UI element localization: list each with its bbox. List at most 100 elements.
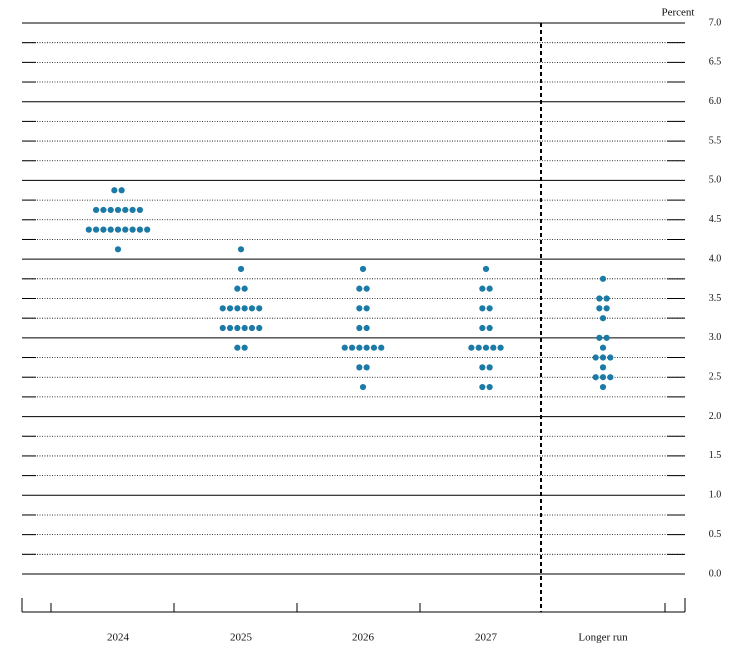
dot (234, 344, 241, 351)
x-tick-label: 2025 (230, 632, 253, 644)
y-tick-label: 3.0 (709, 332, 722, 343)
dot (241, 285, 248, 292)
dot (226, 305, 234, 312)
dot (363, 285, 370, 292)
dot (599, 315, 607, 322)
dot (122, 206, 129, 214)
dot (599, 364, 607, 371)
dot (356, 364, 363, 371)
dot (486, 324, 493, 332)
dot (234, 305, 241, 312)
dot (479, 364, 486, 371)
dot (248, 324, 256, 332)
dot (599, 383, 607, 391)
dot (93, 226, 100, 233)
dot (596, 305, 603, 312)
y-tick-label: 5.5 (709, 135, 722, 146)
y-tick-label: 1.5 (709, 450, 722, 461)
dot (234, 285, 241, 292)
y-tick-label: 6.0 (709, 96, 722, 107)
y-tick-label: 1.0 (709, 490, 722, 501)
dot (599, 275, 607, 282)
dot (241, 324, 248, 332)
y-axis-label: Percent (662, 7, 695, 19)
dot (144, 226, 151, 233)
dot (468, 344, 475, 351)
dot (356, 324, 363, 332)
dot (482, 344, 490, 351)
x-tick-label: 2024 (107, 632, 130, 644)
dot (237, 265, 245, 273)
dot (219, 305, 226, 312)
dot (100, 226, 107, 233)
dot (370, 344, 378, 351)
dot (248, 305, 256, 312)
x-tick-label: 2027 (475, 632, 498, 644)
dot (599, 344, 607, 351)
dot (114, 206, 122, 214)
dot (348, 344, 356, 351)
dot (603, 334, 610, 341)
dot (219, 324, 226, 332)
dot (599, 354, 607, 361)
y-tick-label: 7.0 (709, 17, 722, 28)
dot (486, 305, 493, 312)
y-tick-label: 3.5 (709, 293, 722, 304)
dot (607, 374, 614, 381)
dot (129, 226, 136, 233)
y-tick-label: 0.5 (709, 529, 722, 540)
y-tick-label: 2.0 (709, 411, 722, 422)
dot (607, 354, 614, 361)
dot (356, 285, 363, 292)
dot (136, 226, 143, 233)
dot (599, 374, 607, 381)
dot (479, 305, 486, 312)
dot (486, 364, 493, 371)
dot (234, 324, 241, 332)
y-tick-label: 4.5 (709, 214, 722, 225)
y-tick-label: 6.5 (709, 57, 722, 68)
dot (603, 295, 610, 302)
dot (100, 206, 107, 214)
dot (118, 187, 125, 194)
dot (486, 285, 493, 292)
dot (359, 265, 367, 273)
dot (490, 344, 497, 351)
dot (107, 206, 114, 214)
dot (378, 344, 385, 351)
dot (479, 324, 486, 332)
dot (479, 383, 486, 391)
dot (363, 364, 370, 371)
dot (256, 305, 263, 312)
dot (592, 374, 599, 381)
dot (363, 324, 370, 332)
dot (241, 344, 248, 351)
y-tick-label: 0.0 (709, 568, 722, 579)
dot (359, 383, 367, 391)
dot (129, 206, 136, 214)
dot (596, 295, 603, 302)
x-tick-label: 2026 (352, 632, 375, 644)
dot (237, 246, 245, 253)
dot (482, 265, 490, 273)
dot (93, 206, 100, 214)
dot (356, 344, 363, 351)
dot (122, 226, 129, 233)
dot (592, 354, 599, 361)
dot (475, 344, 482, 351)
dot (136, 206, 143, 214)
dot (85, 226, 92, 233)
dot (256, 324, 263, 332)
dot (241, 305, 248, 312)
dot (363, 344, 370, 351)
dot (114, 226, 122, 233)
dot (114, 246, 122, 253)
dot (363, 305, 370, 312)
dot (486, 383, 493, 391)
x-axis-ticks (21, 598, 686, 612)
dot (111, 187, 118, 194)
dot (341, 344, 348, 351)
dot (479, 285, 486, 292)
